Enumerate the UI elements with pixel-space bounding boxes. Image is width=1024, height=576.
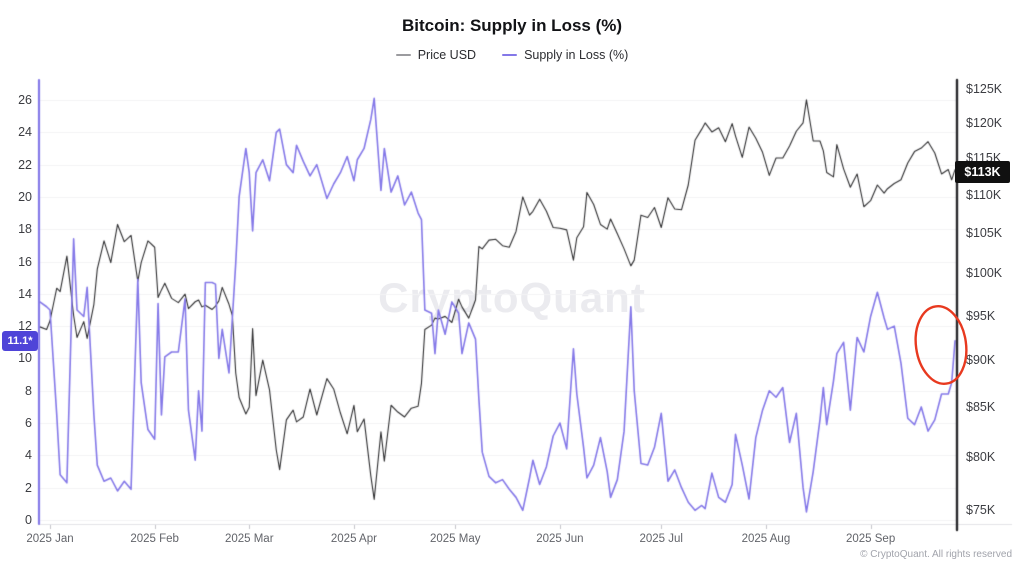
left-axis-tick-label: 8 — [25, 383, 32, 398]
right-axis-tick-label: $125K — [966, 82, 1003, 97]
left-axis-tick-label: 4 — [25, 448, 32, 463]
left-axis-tick-label: 10 — [18, 351, 32, 366]
current-price-badge: $113K — [955, 161, 1010, 184]
left-axis-tick-label: 22 — [18, 157, 32, 172]
left-axis-tick-label: 0 — [25, 513, 32, 527]
right-axis-tick-label: $85K — [966, 400, 996, 415]
x-axis-tick-label: 2025 Jun — [536, 533, 584, 545]
copyright-text: © CryptoQuant. All rights reserved — [860, 549, 1012, 560]
x-axis-tick-label: 2025 Mar — [224, 533, 274, 545]
right-axis-tick-label: $80K — [966, 450, 996, 465]
x-axis-tick-label: 2025 Jan — [26, 533, 74, 545]
x-axis-tick-label: 2025 Feb — [130, 533, 179, 545]
x-axis-tick-label: 2025 May — [429, 533, 481, 545]
current-supply-badge: 11.1* — [2, 330, 38, 351]
left-axis-tick-label: 12 — [18, 319, 32, 334]
left-axis-tick-label: 24 — [18, 125, 32, 140]
right-axis-tick-label: $90K — [966, 353, 996, 368]
left-axis-tick-label: 14 — [18, 286, 32, 301]
x-axis-tick-label: 2025 Apr — [330, 533, 377, 545]
x-axis-tick-label: 2025 Jul — [639, 533, 683, 545]
right-axis-tick-label: $110K — [966, 187, 1002, 202]
left-axis-tick-label: 16 — [18, 254, 32, 269]
right-axis-tick-label: $120K — [966, 115, 1003, 130]
left-axis-tick-label: 18 — [18, 222, 32, 237]
right-axis-tick-label: $95K — [966, 308, 996, 323]
left-axis-tick-label: 26 — [18, 92, 32, 107]
right-axis-tick-label: $105K — [966, 226, 1003, 241]
right-axis-tick-label: $100K — [966, 266, 1003, 281]
left-axis-tick-label: 2 — [25, 480, 32, 495]
x-axis-tick-label: 2025 Aug — [741, 533, 791, 545]
left-axis-tick-label: 20 — [18, 189, 32, 204]
annotation-ellipse — [914, 305, 968, 385]
x-axis-tick-label: 2025 Sep — [845, 533, 896, 545]
right-axis-tick-label: $75K — [966, 503, 996, 518]
left-axis-tick-label: 6 — [25, 416, 32, 431]
